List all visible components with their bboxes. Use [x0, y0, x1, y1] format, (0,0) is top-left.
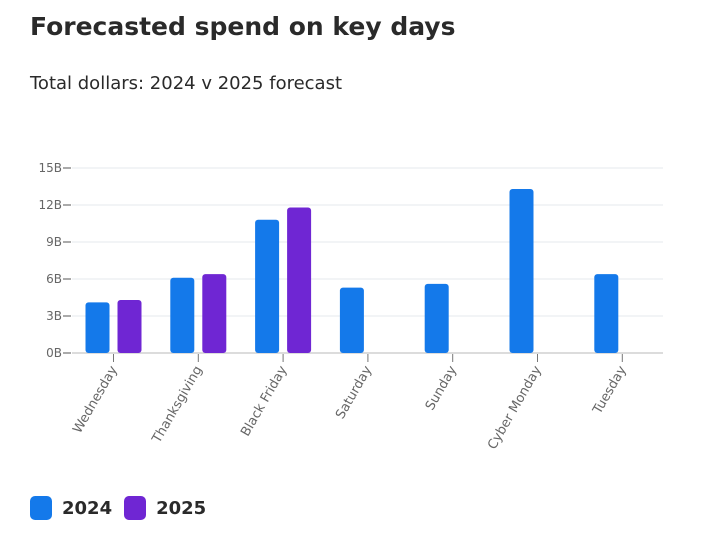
legend-item-2025[interactable]: 2025: [124, 496, 206, 520]
y-tick-label: 9B: [46, 235, 62, 249]
legend: 2024 2025: [30, 496, 208, 520]
y-tick-label: 6B: [46, 272, 62, 286]
chart-title: Forecasted spend on key days: [30, 12, 456, 41]
x-tick-label: Saturday: [333, 363, 375, 421]
x-tick-label: Black Friday: [238, 363, 290, 439]
bar-chart: 0B 3B 6B 9B 12B 15B Wednesday Thanksgiving Black…: [38, 161, 663, 452]
x-tick-label: Sunday: [423, 363, 460, 413]
bar-2024-tuesday: [594, 274, 619, 353]
y-tick-label: 3B: [46, 309, 62, 323]
bar-2024-saturday: [339, 287, 364, 353]
x-tick-label: Cyber Monday: [485, 363, 545, 452]
legend-label-2025: 2025: [156, 497, 207, 519]
bar-2024-wednesday: [85, 302, 110, 353]
y-tick-label: 0B: [46, 346, 62, 360]
bar-2024-thanksgiving: [170, 277, 195, 353]
legend-item-2024[interactable]: 2024: [30, 496, 112, 520]
y-tick-label: 12B: [38, 198, 62, 212]
bar-2024-black-friday: [255, 219, 280, 353]
y-tick-label: 15B: [38, 161, 62, 175]
bar-2024-cyber-monday: [509, 188, 534, 353]
legend-swatch-2024: [30, 496, 52, 520]
bar-2025-black-friday: [287, 207, 312, 353]
chart-subtitle: Total dollars: 2024 v 2025 forecast: [30, 73, 343, 94]
x-tick-label: Thanksgiving: [149, 364, 206, 447]
legend-swatch-2025: [124, 496, 147, 520]
bar-2024-sunday: [424, 283, 449, 353]
x-tick-label: Tuesday: [590, 363, 630, 417]
bar-2025-wednesday: [117, 299, 142, 353]
bar-2025-thanksgiving: [202, 274, 227, 353]
x-tick-label: Wednesday: [70, 363, 121, 436]
legend-label-2024: 2024: [62, 497, 113, 519]
